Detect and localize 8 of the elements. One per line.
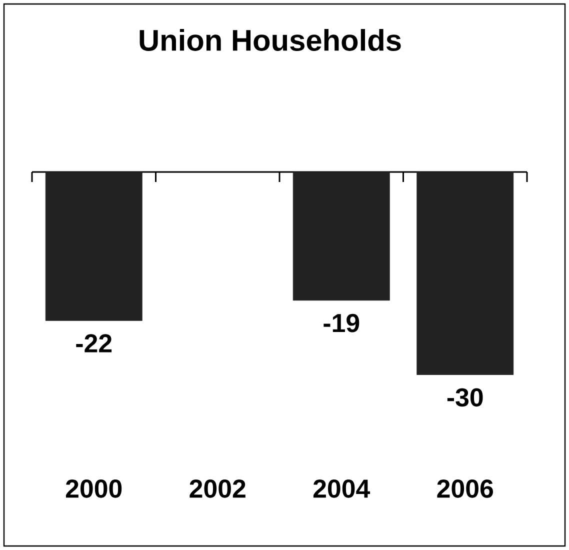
x-tick-label: 2000 bbox=[66, 480, 122, 498]
chart-title: Union Households bbox=[140, 29, 401, 51]
x-tick-label: 2002 bbox=[190, 480, 246, 498]
data-label: -22 bbox=[76, 334, 112, 352]
x-tick-label: 2006 bbox=[437, 480, 493, 498]
data-label: -30 bbox=[447, 388, 483, 407]
x-tick-label: 2004 bbox=[313, 480, 370, 498]
data-label: -19 bbox=[324, 314, 360, 332]
